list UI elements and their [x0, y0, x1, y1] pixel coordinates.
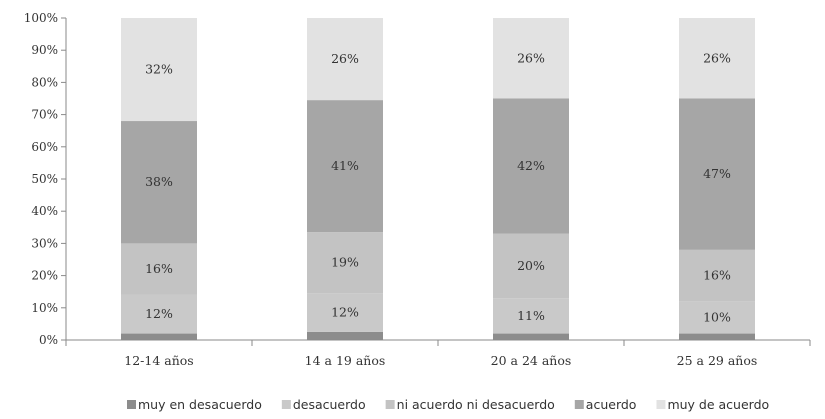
category-label: 25 a 29 años: [677, 353, 758, 368]
x-axis: 12-14 años 14 a 19 años 20 a 24 años 25 a 2…: [65, 339, 811, 368]
legend-swatch: [127, 400, 136, 409]
data-label: 16%: [703, 268, 731, 283]
data-label: 32%: [145, 62, 173, 77]
y-tick-label: 70%: [31, 108, 58, 122]
legend-entry: acuerdo: [586, 397, 637, 412]
bar-segment: [493, 333, 569, 340]
bar-segment: [493, 98, 569, 234]
data-label: 26%: [517, 50, 545, 65]
bar-segment: [121, 243, 197, 295]
data-label: 41%: [331, 158, 359, 173]
bar-segment: [493, 233, 569, 299]
bar-segment: [679, 249, 755, 302]
y-tick-label: 100%: [24, 11, 58, 25]
y-axis: 0% 10% 20% 30% 40% 50% 60% 70% 80% 90% 100%: [24, 11, 67, 347]
category-label: 12-14 años: [124, 353, 193, 368]
y-tick-label: 50%: [31, 172, 58, 186]
legend-entry: ni acuerdo ni desacuerdo: [397, 397, 555, 412]
legend-swatch: [281, 400, 291, 409]
data-label: 19%: [331, 255, 359, 270]
bar-segment: [493, 298, 569, 334]
y-tick-label: 90%: [31, 43, 58, 57]
bar-segment: [121, 294, 197, 334]
data-label: 26%: [331, 51, 359, 66]
bar-segment: [307, 331, 383, 340]
y-tick-label: 20%: [31, 269, 58, 283]
bar-segment: [307, 100, 383, 233]
y-tick-label: 80%: [31, 75, 58, 89]
legend-entry: muy en desacuerdo: [138, 397, 262, 412]
legend-entry: muy de acuerdo: [667, 397, 769, 412]
bar-segment: [307, 232, 383, 294]
y-tick-label: 0%: [39, 333, 58, 347]
data-label: 16%: [145, 261, 173, 276]
legend-swatch: [385, 400, 395, 409]
legend-swatch: [656, 400, 666, 409]
data-label: 12%: [331, 305, 359, 320]
data-label: 26%: [703, 50, 731, 65]
bar-segment: [679, 98, 755, 250]
bar-segment: [121, 121, 197, 244]
y-tick-label: 30%: [31, 236, 58, 250]
data-label: 12%: [145, 306, 173, 321]
data-label: 42%: [517, 158, 545, 173]
legend-entry: desacuerdo: [293, 397, 366, 412]
bar-segment: [679, 301, 755, 334]
bars: 12% 16% 38% 32% 12% 19% 41% 26% 11% 20% 42% 26% 10% 1…: [121, 18, 755, 340]
bar-segment: [307, 18, 383, 101]
data-label: 47%: [703, 166, 731, 181]
y-tick-label: 40%: [31, 204, 58, 218]
data-label: 11%: [517, 308, 545, 323]
data-label: 10%: [703, 309, 731, 324]
legend-swatch: [574, 400, 584, 409]
bar-segment: [679, 18, 755, 99]
bar-segment: [307, 293, 383, 332]
y-tick-label: 60%: [31, 140, 58, 154]
legend: muy en desacuerdo desacuerdo ni acuerdo ni…: [127, 397, 769, 412]
data-label: 20%: [517, 258, 545, 273]
bar-segment: [493, 18, 569, 99]
bar-segment: [121, 333, 197, 340]
bar-segment: [679, 333, 755, 340]
category-label: 20 a 24 años: [491, 353, 572, 368]
category-label: 14 a 19 años: [305, 353, 386, 368]
bar-segment: [121, 18, 197, 122]
data-label: 38%: [145, 174, 173, 189]
y-tick-label: 10%: [31, 301, 58, 315]
